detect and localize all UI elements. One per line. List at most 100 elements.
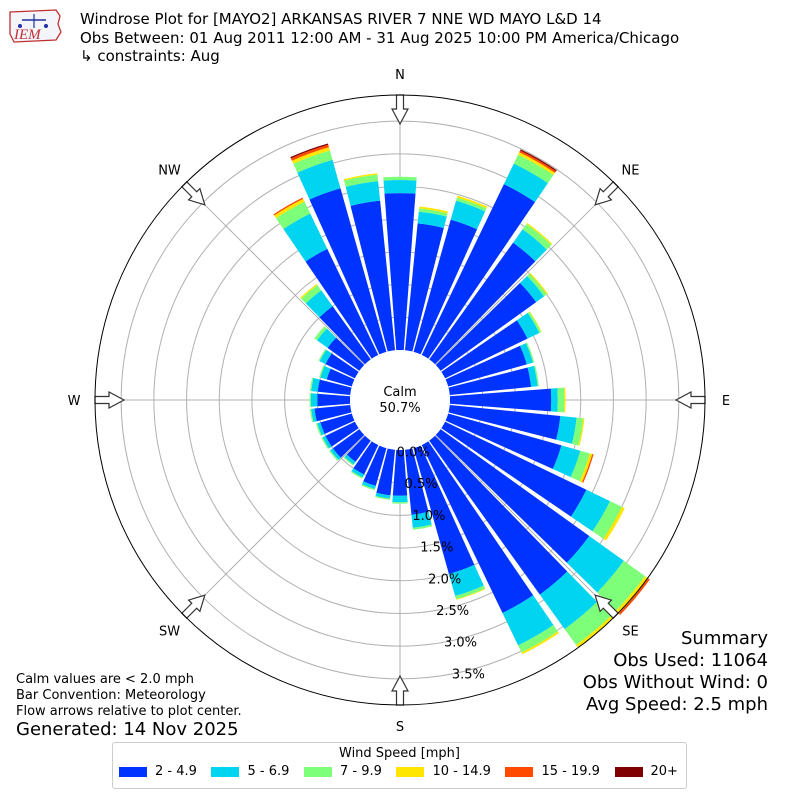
grid-spoke	[183, 183, 365, 365]
rose-bar-segment	[332, 429, 365, 458]
rose-bar-segment	[319, 365, 325, 378]
rose-bar-segment	[290, 144, 329, 161]
rose-bar-segment	[419, 206, 449, 214]
compass-label: NE	[622, 164, 640, 179]
flow-arrows-note: Flow arrows relative to plot center.	[16, 704, 242, 719]
radial-tick-label: 3.5%	[452, 667, 485, 682]
rose-bar-segment	[318, 348, 327, 362]
rose-bar-segment	[404, 448, 429, 515]
rose-bar-segment	[361, 484, 375, 491]
rose-bar-segment	[404, 223, 444, 352]
compass-label: NW	[158, 164, 181, 179]
rose-bar-segment	[445, 345, 527, 387]
rose-bar-segment	[325, 421, 359, 447]
rose-bar-segment	[392, 495, 408, 503]
rose-bar-segment	[363, 445, 387, 486]
rose-bar-segment	[518, 624, 558, 653]
rose-bar-segment	[344, 454, 356, 465]
rose-bar-segment	[345, 181, 381, 206]
rose-bar-segment	[429, 435, 568, 595]
rose-bar-segment	[274, 198, 305, 219]
rose-bar-segment	[361, 481, 376, 490]
legend-label: 20+	[650, 764, 678, 779]
rose-bar-segment	[556, 416, 577, 444]
legend-item: 7 - 9.9	[303, 764, 382, 779]
compass-labels: N NE E SE S SW W NW	[68, 68, 731, 735]
rose-bar-segment	[522, 224, 552, 250]
rose-bar-segment	[539, 571, 598, 630]
rose-bar-segment	[421, 184, 536, 359]
rose-bar-segment	[317, 379, 352, 396]
rose-bar-segment	[526, 222, 553, 245]
rose-bar-segment	[311, 377, 320, 392]
compass-label: SW	[159, 625, 180, 640]
rose-bar-segment	[520, 343, 534, 365]
rose-bar-segment	[343, 456, 354, 466]
grid-spoke	[183, 435, 365, 617]
rose-bar-segment	[293, 150, 333, 173]
compass-label: S	[396, 720, 404, 735]
flow-arrow-icon	[674, 391, 706, 409]
rose-bar-segment	[319, 349, 332, 365]
rose-bar-segment	[305, 290, 333, 318]
legend-label: 7 - 9.9	[339, 764, 382, 779]
rose-bar-segment	[455, 197, 487, 212]
rose-bar-segment	[297, 159, 341, 200]
rose-bar-segment	[550, 388, 558, 412]
rose-bar-segment	[411, 511, 432, 528]
rose-bar-segment	[579, 453, 593, 483]
rose-bar-segment	[441, 320, 528, 379]
flow-arrows	[94, 94, 706, 706]
flow-arrow-icon	[594, 594, 619, 619]
rose-bar-segment	[445, 413, 562, 470]
rose-bar-segment	[526, 342, 535, 363]
rose-bar-segment	[592, 501, 622, 539]
rose-bar-segment	[449, 388, 552, 412]
rose-bar-segment	[572, 417, 584, 446]
rose-bar-segment	[310, 393, 318, 407]
legend-item: 20+	[614, 764, 678, 779]
legend-swatch	[303, 766, 332, 777]
rose-bar-segment	[520, 276, 545, 303]
compass-label: E	[722, 394, 730, 409]
rose-bar-segment	[346, 435, 371, 462]
rose-bar-segment	[305, 248, 379, 359]
rose-bar-segment	[435, 282, 537, 371]
plot-title: Windrose Plot for [MAYO2] ARKANSAS RIVER…	[80, 10, 602, 28]
rose-bar-segment	[516, 312, 540, 339]
legend-label: 2 - 4.9	[155, 764, 197, 779]
rose-bar-segment	[309, 188, 387, 355]
bar-convention: Bar Convention: Meteorology	[16, 688, 206, 703]
calm-definition: Calm values are < 2.0 mph	[16, 672, 195, 687]
rose-bar-segment	[383, 180, 417, 194]
legend-swatch	[211, 766, 240, 777]
legend-item: 5 - 6.9	[211, 764, 289, 779]
radial-tick-label: 3.0%	[444, 636, 477, 651]
rose-bar-segment	[343, 173, 378, 181]
rose-bar-segment	[326, 368, 355, 387]
obs-without-wind: Obs Without Wind: 0	[582, 672, 768, 693]
rose-bar-segment	[309, 408, 314, 423]
radial-tick-label: 0.5%	[404, 477, 437, 492]
rose-bar-segment	[529, 311, 542, 333]
rose-bar-segment	[290, 143, 329, 159]
rose-bar-segment	[291, 147, 330, 164]
rose-bar-segment	[316, 328, 337, 348]
radial-tick-label: 1.0%	[412, 509, 445, 524]
rose-bar-segment	[570, 450, 590, 482]
rose-bar-segment	[502, 595, 554, 646]
rose-bar-segment	[392, 502, 408, 504]
rose-bar-segment	[576, 615, 614, 648]
rose-bar-segment	[527, 273, 547, 297]
rose-bar-segment	[413, 445, 475, 575]
flow-arrow-icon	[181, 594, 206, 619]
rose-bar-segment	[435, 429, 590, 563]
rose-bar-segment	[557, 387, 565, 413]
rose-bar-segment	[429, 242, 536, 365]
legend-items: 2 - 4.9 5 - 6.9 7 - 9.9 10 - 14.9 15 - 1…	[113, 761, 686, 779]
rose-bar-segment	[330, 448, 341, 461]
flow-arrow-icon	[391, 674, 409, 706]
calm-label: Calm	[383, 385, 416, 400]
radial-tick-labels: 0.0% 0.5% 1.0% 1.5% 2.0% 2.5% 3.0% 3.5%	[397, 445, 485, 682]
legend-item: 15 - 19.9	[505, 764, 600, 779]
